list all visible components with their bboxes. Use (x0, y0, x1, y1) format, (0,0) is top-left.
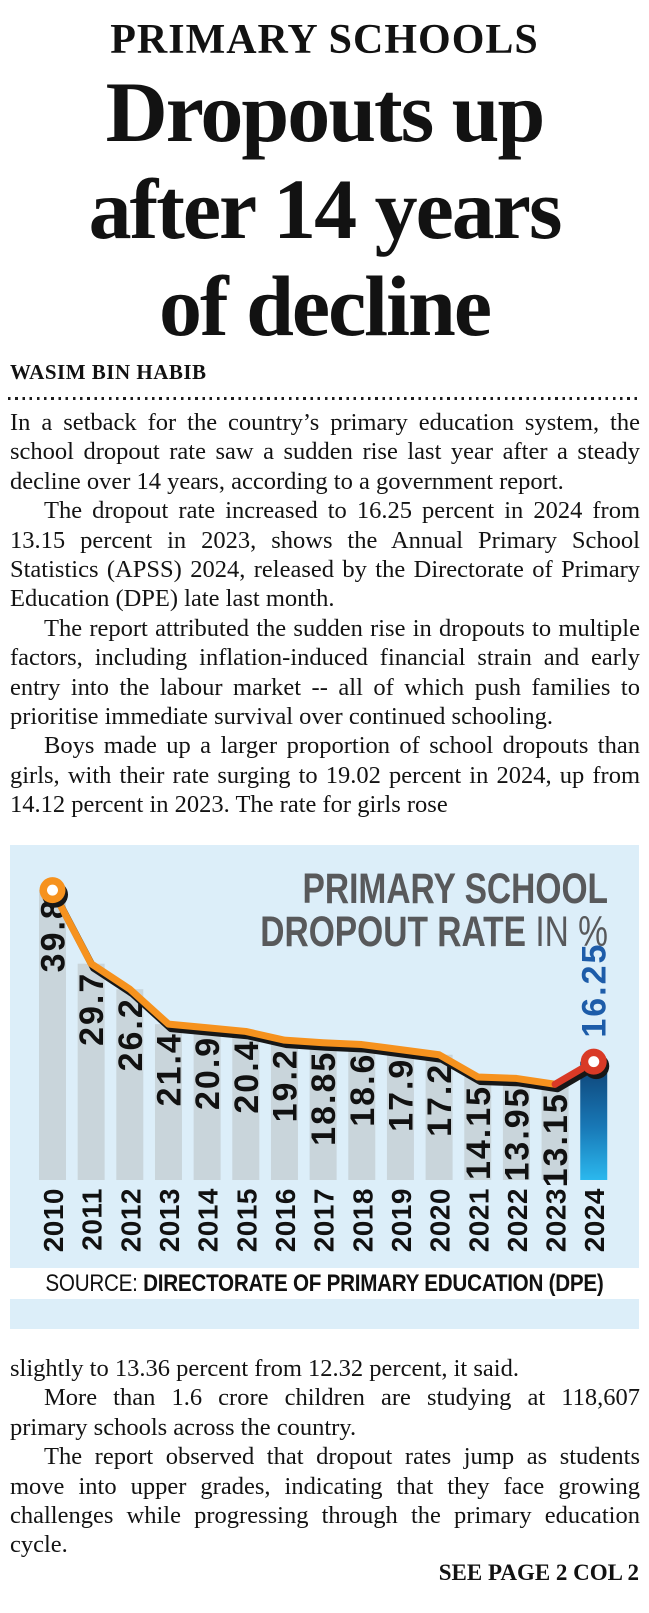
article-body-top: In a setback for the country’s primary e… (10, 408, 640, 820)
chart-title-line-1: PRIMARY SCHOOL (303, 865, 608, 913)
body-paragraph: The dropout rate increased to 16.25 perc… (10, 497, 640, 613)
year-label-2014: 2014 (193, 1188, 224, 1252)
year-label-2011: 2011 (77, 1188, 108, 1251)
year-label-2016: 2016 (270, 1188, 301, 1252)
year-label-2023: 2023 (541, 1188, 572, 1252)
value-label-2023: 13.15 (537, 1092, 575, 1187)
value-label-2024: 16.25 (576, 943, 614, 1038)
bar-2014 (193, 1027, 221, 1180)
body-paragraph: In a setback for the country’s primary e… (10, 409, 640, 495)
chart-source: SOURCE: DIRECTORATE OF PRIMARY EDUCATION… (45, 1270, 603, 1298)
dropout-rate-chart: 2010 2011 2012 2013 2014 2015 2016 2017 2018 2019… (10, 845, 639, 1268)
year-label-2010: 2010 (38, 1188, 69, 1252)
headline-line-3: of decline (158, 258, 492, 354)
body-paragraph: Boys made up a larger proportion of scho… (10, 732, 640, 819)
kicker: PRIMARY SCHOOLS (110, 17, 539, 63)
value-label-2013: 21.4 (150, 1032, 188, 1106)
marker-center-last (588, 1056, 600, 1068)
year-label-2012: 2012 (115, 1188, 146, 1252)
body-paragraph: The report attributed the sudden rise in… (10, 614, 640, 731)
body-paragraph: More than 1.6 crore children are studyin… (10, 1384, 640, 1441)
headline-line-1: Dropouts up (105, 64, 546, 160)
year-label-2022: 2022 (502, 1188, 533, 1252)
marker-center-first (47, 884, 58, 896)
bar-2024 (580, 1061, 608, 1180)
chart-footer-strip (10, 1299, 639, 1329)
bar-2012 (116, 989, 144, 1180)
bar-2013 (154, 1024, 182, 1180)
dotted-separator (8, 397, 641, 400)
bar-2016 (270, 1040, 298, 1180)
bar-2022 (502, 1078, 530, 1180)
bar-2018 (348, 1044, 376, 1180)
value-label-2015: 20.4 (228, 1039, 266, 1113)
source-label: SOURCE: (45, 1269, 138, 1297)
byline: WASIM BIN HABIB (10, 360, 207, 384)
year-label-2024: 2024 (579, 1188, 610, 1252)
value-label-2010: 39.8 (35, 898, 73, 972)
year-label-2015: 2015 (231, 1188, 262, 1252)
value-label-2020: 17.2 (421, 1063, 459, 1137)
article-body-bottom: slightly to 13.36 percent from 12.32 per… (10, 1354, 640, 1560)
value-label-2017: 18.85 (305, 1051, 343, 1146)
bar-2023 (541, 1084, 569, 1180)
value-label-2014: 20.9 (189, 1036, 227, 1110)
bar-2020 (425, 1054, 453, 1180)
value-label-2011: 29.7 (73, 972, 111, 1046)
chart-source-band: SOURCE: DIRECTORATE OF PRIMARY EDUCATION… (0, 1268, 649, 1299)
year-label-2019: 2019 (386, 1188, 417, 1252)
see-page-note: SEE PAGE 2 COL 2 (438, 1560, 639, 1585)
value-label-2012: 26.2 (112, 997, 150, 1071)
bar-2015 (232, 1031, 260, 1180)
year-label-2013: 2013 (154, 1188, 185, 1252)
value-label-2021: 14.15 (460, 1085, 498, 1180)
bar-2011 (77, 963, 105, 1180)
bar-2017 (309, 1042, 337, 1180)
source-name: DIRECTORATE OF PRIMARY EDUCATION (DPE) (143, 1269, 604, 1297)
chart-title-line-2: DROPOUT RATE IN % (260, 908, 608, 956)
value-label-2016: 19.2 (266, 1048, 304, 1122)
value-label-2019: 17.9 (382, 1058, 420, 1132)
year-label-2018: 2018 (347, 1188, 378, 1252)
year-label-2021: 2021 (463, 1188, 494, 1252)
headline-line-2: after 14 years (88, 161, 563, 257)
value-label-2022: 13.95 (498, 1086, 536, 1181)
body-paragraph: slightly to 13.36 percent from 12.32 per… (10, 1355, 519, 1382)
value-label-2018: 18.6 (344, 1053, 382, 1127)
bar-2021 (464, 1076, 492, 1180)
trend-line (49, 886, 559, 1088)
headline: Dropouts up after 14 years of decline (0, 64, 649, 355)
bar-2019 (386, 1049, 414, 1180)
dropout-chart-svg: 2010 2011 2012 2013 2014 2015 2016 2017 2018 2019… (10, 845, 639, 1268)
body-paragraph: The report observed that dropout rates j… (10, 1443, 640, 1559)
year-label-2017: 2017 (309, 1188, 340, 1252)
bar-2010 (39, 890, 66, 1180)
year-label-2020: 2020 (425, 1188, 456, 1252)
